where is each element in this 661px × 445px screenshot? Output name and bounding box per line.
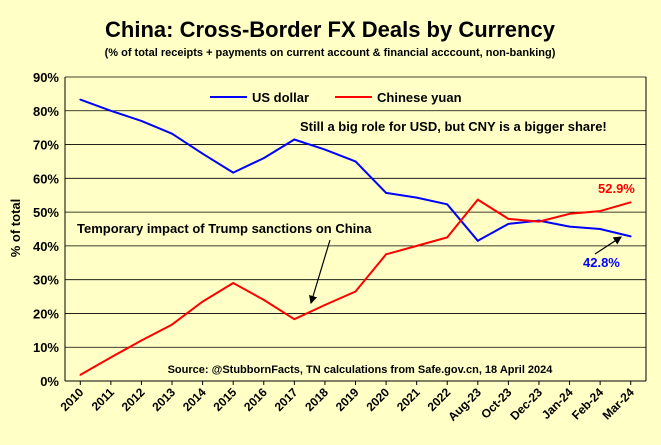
y-tick-label: 90% (33, 70, 59, 85)
y-tick-label: 30% (33, 273, 59, 288)
data-point (293, 138, 296, 141)
x-tick-label: Jan-24 (539, 385, 576, 422)
y-axis-label: % of total (8, 199, 23, 258)
y-tick-label: 50% (33, 205, 59, 220)
y-tick-label: 20% (33, 306, 59, 321)
data-point (415, 196, 418, 199)
y-tick-label: 0% (40, 374, 59, 389)
data-point (109, 356, 112, 359)
data-point (599, 210, 602, 212)
sanctions-annotation: Temporary impact of Trump sanctions on C… (77, 221, 372, 236)
data-point (324, 148, 326, 151)
chart-title: China: Cross-Border FX Deals by Currency (105, 17, 556, 42)
data-point (79, 98, 82, 101)
data-point (354, 160, 357, 163)
x-tick-label: 2014 (180, 385, 209, 414)
data-point (262, 299, 265, 301)
x-tick-label: 2015 (211, 385, 240, 414)
sanctions-arrow (309, 239, 331, 305)
legend-cny-label: Chinese yuan (377, 90, 462, 105)
data-point (262, 157, 265, 159)
usd-end-arrow (594, 236, 623, 255)
x-tick-label: 2021 (394, 385, 423, 414)
x-tick-label: Mar-24 (600, 385, 637, 422)
x-tick-label: 2013 (149, 385, 178, 414)
data-point (385, 191, 387, 194)
data-point (232, 282, 235, 284)
data-point (568, 212, 571, 215)
data-point (171, 323, 173, 326)
legend: US dollar Chinese yuan (210, 90, 462, 105)
data-point (568, 225, 571, 228)
legend-usd-label: US dollar (252, 90, 309, 105)
x-tick-labels: 2010 2011 2012 2013 2014 2015 2016 2017 2018 2019… (58, 381, 637, 424)
y-tick-label: 80% (33, 104, 59, 119)
data-point (507, 223, 510, 225)
x-tick-label: 2011 (89, 385, 118, 414)
data-point (171, 132, 173, 135)
data-point (476, 198, 479, 201)
data-point (629, 235, 632, 238)
data-point (599, 228, 602, 230)
y-tick-labels: 0% 10% 20% 30% 40% 50% 60% 70% 80% 90% (33, 70, 59, 389)
y-tick-label: 10% (33, 340, 59, 355)
data-point (446, 236, 449, 239)
data-point (293, 318, 296, 321)
x-tick-label: 2016 (241, 385, 270, 414)
usd-annotation: Still a big role for USD, but CNY is a b… (300, 119, 607, 134)
x-tick-label: 2010 (58, 385, 87, 414)
y-tick-label: 70% (33, 138, 59, 153)
y-tick-label: 40% (33, 239, 59, 254)
data-point (446, 203, 449, 206)
data-point (79, 374, 82, 376)
data-point (415, 244, 418, 247)
data-point (629, 201, 632, 204)
x-tick-label: Aug-23 (445, 385, 484, 424)
y-tick-label: 60% (33, 171, 59, 186)
data-point (354, 290, 357, 293)
x-tick-label: Dec-23 (507, 385, 545, 423)
data-point (324, 304, 326, 306)
data-point (109, 109, 112, 112)
data-point (507, 217, 510, 220)
data-point (385, 253, 387, 256)
data-point (201, 300, 204, 303)
x-tick-label: 2018 (302, 385, 331, 414)
data-point (476, 239, 479, 242)
x-tick-label: 2020 (363, 385, 392, 414)
x-tick-label: Feb-24 (569, 385, 606, 422)
series (79, 98, 632, 376)
data-point (538, 220, 540, 223)
data-point (140, 339, 143, 342)
x-tick-label: 2017 (272, 385, 301, 414)
grid-lines (65, 76, 646, 382)
source-note: Source: @StubbornFacts, TN calculations … (168, 364, 554, 376)
x-tick-label: 2019 (333, 385, 362, 414)
data-point (201, 152, 204, 155)
usd-end-label: 42.8% (583, 255, 620, 270)
x-tick-label: 2012 (119, 385, 148, 414)
cny-end-label: 52.9% (598, 181, 635, 196)
chart-subtitle: (% of total receipts + payments on curre… (105, 47, 556, 59)
data-point (140, 120, 143, 122)
data-point (232, 171, 235, 174)
